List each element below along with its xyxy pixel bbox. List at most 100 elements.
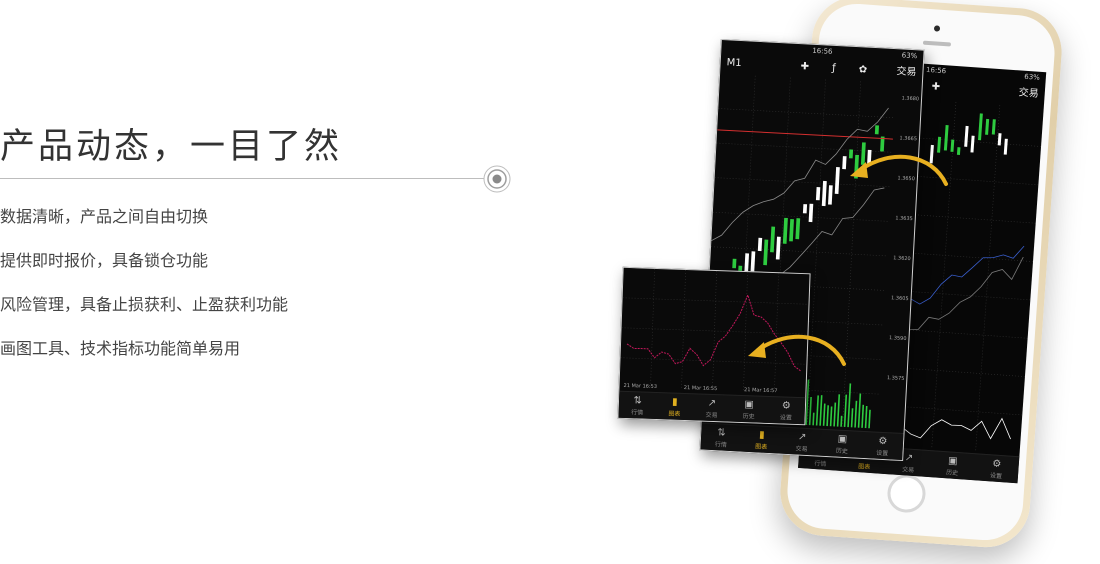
settings-icon: ⚙: [878, 435, 888, 447]
volume-bar: [836, 394, 841, 427]
candle: [750, 251, 756, 275]
volume-bar: [812, 412, 815, 426]
candle: [848, 149, 854, 159]
tab-label: 历史: [742, 412, 755, 420]
grid-line: [718, 108, 895, 119]
candle: [937, 136, 942, 153]
tab-label: 图表: [668, 409, 681, 418]
volume-bar: [843, 394, 848, 427]
feature-item: 提供即时报价，具备锁仓功能: [0, 251, 209, 270]
chart-icon: ▮: [758, 428, 765, 441]
candle: [978, 113, 983, 141]
candle: [757, 237, 763, 252]
tab-settings: ⚙ 设置: [876, 435, 889, 457]
target-circle-icon: [483, 165, 511, 193]
candle: [834, 167, 840, 194]
tab-trade: ↗ 交易: [705, 397, 718, 418]
candle: [789, 219, 794, 242]
indicator-line: [626, 293, 802, 372]
phone-illustration: 16:56 63% ƒ ✚ 交易 ⇅行情 ▮图表 ↗交易 ▣历史 ⚙设置 16:…: [610, 0, 1100, 564]
bottom-tab-bar: ⇅行情 ▮图表 ↗ 交易 ▣ 历史 ⚙设置: [618, 390, 806, 425]
volume-bar: [847, 383, 852, 428]
tab-label: 行情: [631, 408, 644, 417]
candle: [867, 149, 872, 165]
toolbar-icons: ✚ ƒ ✿: [800, 61, 878, 77]
candle: [782, 217, 788, 244]
tab-label: 交易: [901, 465, 915, 474]
tab-quotes: ⇅行情: [715, 427, 728, 449]
price-tick: 1.3590: [888, 335, 907, 343]
feature-item: 数据清晰，产品之间自由切换: [0, 207, 209, 226]
trade-icon: ↗: [904, 451, 914, 464]
candle: [732, 258, 737, 269]
candle: [943, 125, 949, 151]
volume-bar: [857, 393, 862, 428]
candle: [1003, 138, 1008, 155]
price-tick: 1.3605: [890, 295, 909, 303]
swipe-arrow-icon: [850, 154, 948, 186]
tab-label: 交易: [795, 444, 808, 453]
tab-trade: ↗ 交易: [795, 431, 808, 453]
grid-line: [931, 102, 957, 448]
grid-line: [712, 211, 889, 222]
candle: [828, 185, 833, 205]
candle: [815, 187, 821, 201]
grid-line: [842, 81, 861, 427]
indicator-chart: [620, 268, 809, 394]
tab-trade: ↗ 交易: [902, 452, 915, 474]
volume-bar: [840, 415, 843, 427]
candle: [997, 133, 1002, 146]
grid-line: [650, 268, 655, 389]
feature-item: 风险管理，具备止损获利、止盈获利功能: [0, 295, 289, 314]
candle: [860, 142, 866, 165]
price-tick: 1.3575: [886, 375, 905, 383]
candle: [956, 147, 961, 155]
feature-item: 画图工具、技术指标功能简单易用: [0, 339, 241, 358]
battery-level: 63%: [901, 51, 918, 61]
volume-bar: [829, 406, 833, 427]
grid-line: [714, 177, 891, 188]
grid-line: [807, 79, 826, 426]
home-button: [886, 473, 927, 514]
tab-label: 历史: [835, 447, 849, 455]
volume-bar: [868, 409, 871, 429]
candle: [795, 218, 801, 240]
candle: [964, 125, 969, 147]
tab-label: 行情: [814, 459, 827, 468]
volume-bar: [822, 403, 826, 426]
history-icon: ▣: [837, 433, 848, 445]
tab-history: ▣ 历史: [946, 455, 959, 477]
divider-line: [0, 178, 484, 179]
swipe-arrow-icon: [748, 334, 846, 366]
volume-bar: [815, 395, 819, 426]
tab-quotes: ⇅行情: [631, 395, 644, 416]
tab-label: 交易: [705, 411, 718, 419]
quotes-icon: ⇅: [717, 426, 726, 439]
tab-chart: ▮图表: [668, 396, 681, 417]
volume-bar: [826, 405, 829, 427]
volume-bar: [854, 400, 858, 428]
price-tick: 1.3680: [901, 95, 920, 103]
current-price-line: [717, 129, 893, 140]
trade-link: 交易: [896, 66, 917, 79]
tab-label: 图表: [755, 442, 768, 451]
candle: [775, 236, 781, 260]
candle: [763, 239, 769, 266]
tab-label: 图表: [858, 462, 871, 471]
candle: [985, 118, 990, 135]
tab-settings: ⚙ 设置: [780, 400, 793, 421]
candle: [970, 135, 975, 153]
tab-chart: ▮图表: [755, 428, 768, 451]
candle: [991, 119, 996, 135]
price-tick: 1.3635: [895, 215, 913, 223]
tab-history: ▣ 历史: [743, 399, 756, 420]
price-tick: 1.3620: [893, 255, 911, 263]
tab-label: 设置: [779, 413, 793, 422]
candle: [821, 180, 827, 207]
indicator-line: [711, 107, 889, 242]
candle: [802, 204, 808, 214]
front-camera-icon: [933, 25, 941, 32]
candle: [880, 136, 885, 152]
candle: [770, 226, 776, 253]
volume-bar: [850, 408, 854, 428]
